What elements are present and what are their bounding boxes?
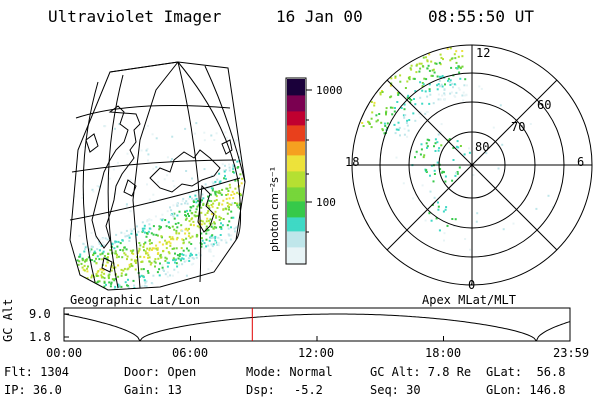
polar-map	[351, 44, 593, 286]
mlt-label-12: 12	[476, 46, 491, 60]
ip-value: IP: 36.0	[4, 383, 62, 397]
colorbar-unit-label: photon cm⁻²s⁻¹	[268, 166, 281, 252]
gain-value: Gain: 13	[124, 383, 182, 397]
time-axis-ticks	[63, 336, 571, 341]
left-aurora-emission	[70, 122, 245, 290]
time-tick-1800: 18:00	[425, 346, 462, 360]
mlt-label-0: 0	[468, 278, 476, 292]
colorbar-tick-100: 100	[316, 196, 336, 209]
colorbar	[285, 77, 312, 265]
gc-alt-value: GC Alt: 7.8 Re	[370, 365, 472, 379]
time-tick-1200: 12:00	[298, 346, 335, 360]
time-label: 08:55:50 UT	[428, 7, 534, 26]
mlt-label-18: 18	[345, 155, 360, 169]
mlat-label-60: 60	[537, 98, 552, 112]
dsp-label: Dsp:	[246, 383, 275, 397]
sequence-number: Seq: 30	[370, 383, 421, 397]
mlat-label-80: 80	[475, 140, 490, 154]
geo-longitude: GLon: 146.8	[486, 383, 566, 397]
left-map-caption: Geographic Lat/Lon	[70, 293, 201, 307]
globe-limb	[69, 61, 246, 291]
time-tick-0000: 00:00	[46, 346, 83, 360]
alt-axis-label: GC Alt	[1, 298, 15, 342]
mode-value: Mode: Normal	[246, 365, 333, 379]
mlat-label-70: 70	[511, 120, 526, 134]
alt-tick-1-8: 1.8	[29, 330, 51, 344]
dsp-value: -5.2	[294, 383, 323, 397]
flight-number: Flt: 1304	[4, 365, 70, 379]
colorbar-tick-1000: 1000	[316, 84, 343, 97]
door-status: Door: Open	[124, 365, 197, 379]
colorbar-gradient	[287, 79, 305, 264]
altitude-curve	[64, 313, 570, 341]
time-tick-2359: 23:59	[553, 346, 590, 360]
polar-grid-lines	[351, 44, 593, 286]
geographic-map	[69, 61, 246, 291]
geo-latitude: GLat: 56.8	[486, 365, 566, 379]
altitude-plot	[63, 307, 571, 342]
alt-tick-9: 9.0	[29, 307, 51, 321]
time-tick-0600: 06:00	[172, 346, 209, 360]
instrument-title: Ultraviolet Imager	[48, 7, 222, 26]
right-map-caption: Apex MLat/MLT	[422, 293, 516, 307]
right-aurora-emission	[361, 47, 554, 251]
mlt-label-6: 6	[577, 155, 585, 169]
date-label: 16 Jan 00	[276, 7, 363, 26]
coastline	[85, 105, 233, 273]
